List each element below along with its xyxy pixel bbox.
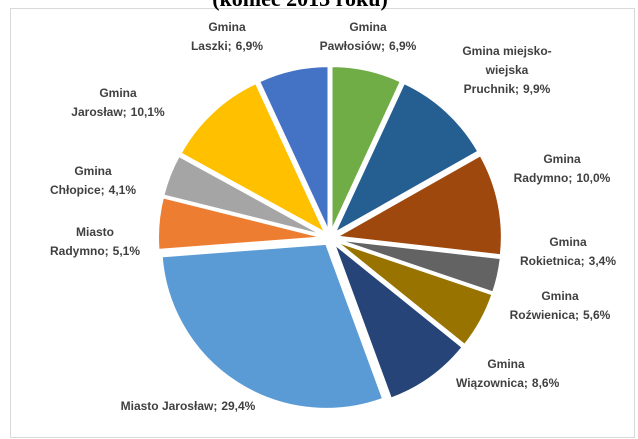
slice-label: Gmina Chłopice; 4,1% [33, 162, 153, 200]
slice-label: Gmina Roźwienica; 5,6% [505, 287, 615, 325]
pie-slice [257, 65, 330, 232]
pie-slice [179, 81, 328, 236]
value-label: 4,1% [108, 183, 137, 197]
slice-label: Gmina miejsko-wiejska Pruchnik; 9,9% [445, 42, 570, 99]
category-label: Miasto Jarosław; [120, 399, 218, 413]
pie-slice [333, 153, 503, 257]
value-label: 5,6% [583, 308, 611, 322]
category-label: Gmina Rokietnica; [519, 235, 587, 268]
category-label: Gmina Roźwienica; [509, 289, 579, 322]
slice-label: Gmina Wiązownica; 8,6% [456, 355, 560, 393]
slice-label: Gmina Radymno; 10,0% [502, 150, 622, 188]
slice-label: Miasto Jarosław; 29,4% [113, 397, 263, 416]
category-label: Miasto Radymno; [49, 225, 114, 258]
slice-label: Gmina Laszki; 6,9% [172, 18, 282, 56]
value-label: 6,9% [388, 39, 417, 53]
pie-slice [335, 240, 494, 347]
category-label: Gmina Laszki; [190, 20, 246, 53]
value-label: 29,4% [221, 399, 256, 413]
slice-label: Gmina Jarosław; 10,1% [58, 84, 178, 122]
slice-label: Gmina Pawłosiów; 6,9% [313, 18, 423, 56]
slice-label: Miasto Radymno; 5,1% [40, 223, 150, 261]
value-label: 6,9% [235, 39, 264, 53]
pie-slice [330, 65, 403, 232]
pie-slice [160, 242, 385, 410]
chart-border [10, 8, 635, 438]
value-label: 5,1% [112, 244, 141, 258]
category-label: Gmina Wiązownica; [456, 357, 528, 390]
slice-label: Gmina Rokietnica; 3,4% [513, 233, 623, 271]
value-label: 10,1% [130, 105, 165, 119]
category-label: Gmina Jarosław; [71, 86, 137, 119]
pie-slice [162, 154, 324, 237]
value-label: 8,6% [531, 376, 560, 390]
value-label: 9,9% [522, 82, 551, 96]
category-label: Gmina miejsko-wiejska Pruchnik; [462, 44, 552, 96]
pie-slice [336, 238, 502, 294]
pie-slice [332, 81, 480, 236]
category-label: Gmina Pawłosiów; [319, 20, 387, 53]
category-label: Gmina Chłopice; [49, 164, 112, 197]
chart-title: (koniec 2013 roku) [0, 0, 600, 12]
value-label: 10,0% [576, 171, 611, 185]
category-label: Gmina Radymno; [513, 152, 581, 185]
pie-slice [157, 196, 324, 251]
pie-slice [331, 240, 464, 400]
value-label: 3,4% [588, 254, 617, 268]
